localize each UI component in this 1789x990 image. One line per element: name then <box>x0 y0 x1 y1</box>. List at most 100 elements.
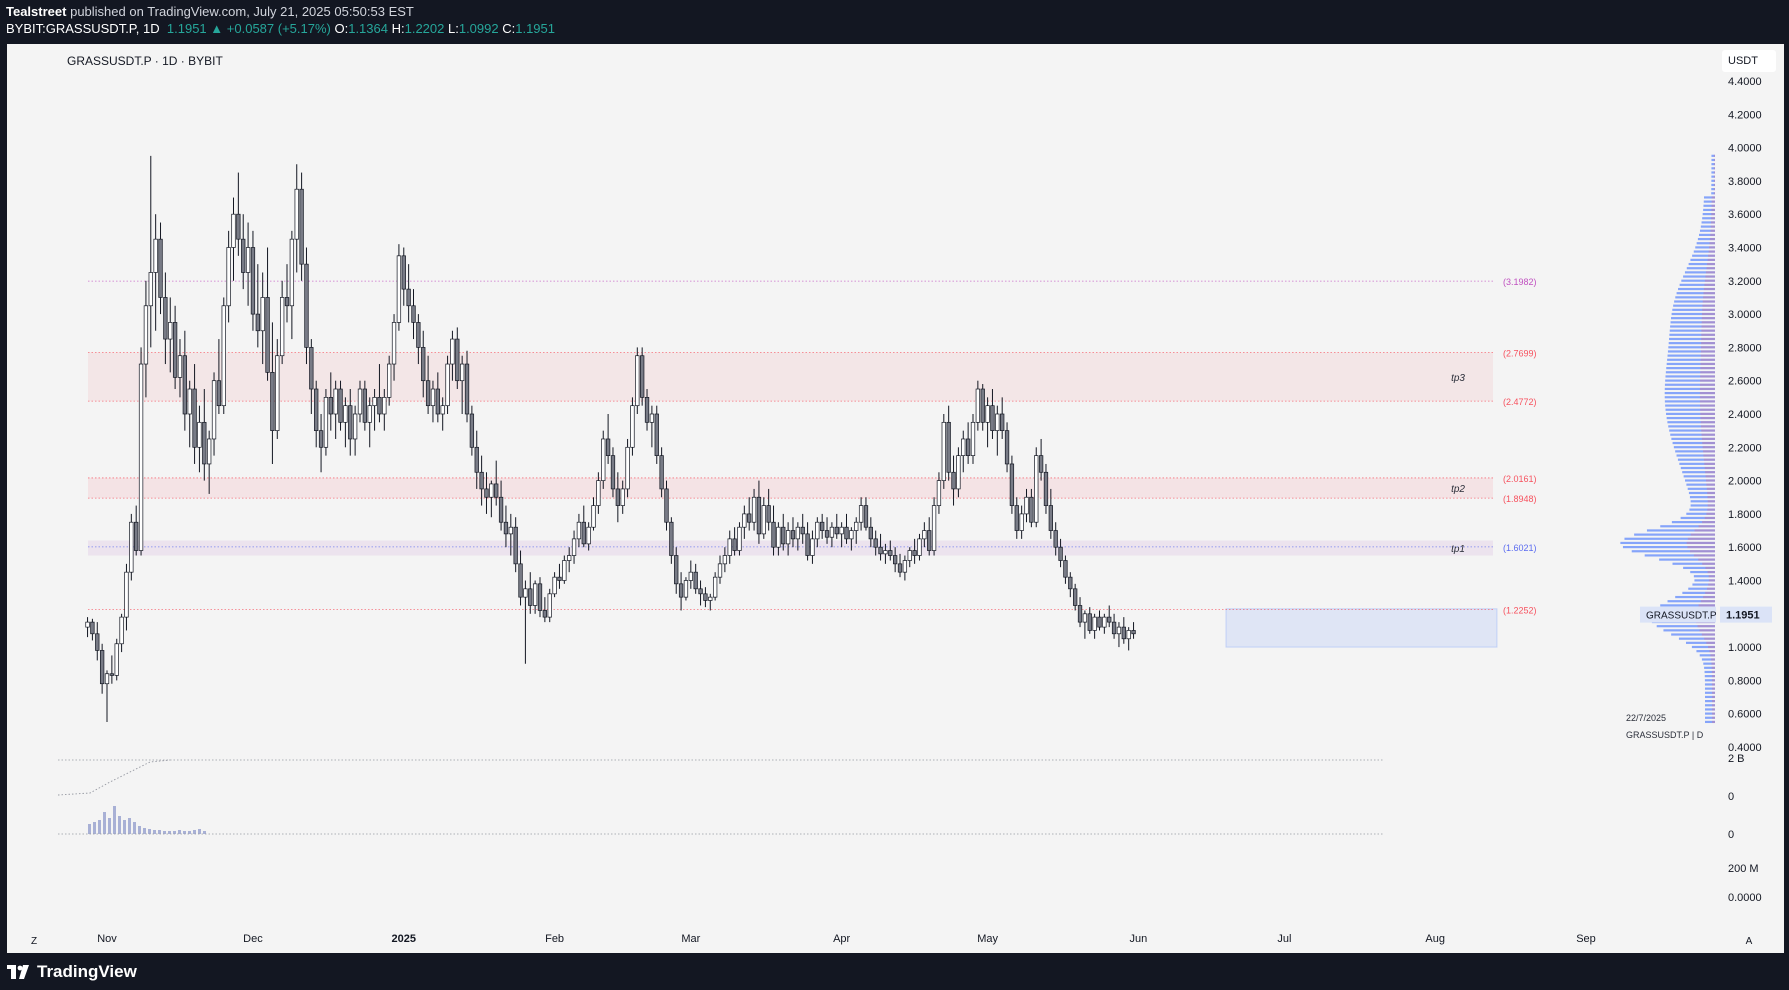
volume-profile-bar <box>1700 600 1715 603</box>
candle-body <box>260 297 265 332</box>
price-change: +0.0587 (+5.17%) <box>226 21 331 36</box>
volume-profile-bar <box>1670 321 1715 324</box>
volume-profile-bar <box>1706 267 1715 270</box>
candle-body <box>1073 588 1078 606</box>
volume-profile-bar <box>1699 229 1715 232</box>
volume-profile-bar <box>1670 433 1715 436</box>
candle-body <box>567 555 572 561</box>
volume-profile-bar <box>1686 541 1715 545</box>
volume-bar <box>178 830 181 834</box>
close-value: 1.1951 <box>515 21 555 36</box>
volume-profile-bar <box>1700 350 1715 353</box>
candle-body <box>693 571 698 590</box>
volume-profile-bar <box>1694 529 1715 532</box>
candle-body <box>352 413 358 440</box>
volume-bar <box>148 829 151 834</box>
candle-body <box>391 322 397 365</box>
volume-profile-bar <box>1701 337 1715 341</box>
candle-body <box>182 355 187 415</box>
volume-profile-bar <box>1700 379 1715 382</box>
candle-body <box>674 555 679 585</box>
y-tick-label: 4.4000 <box>1728 76 1762 88</box>
candle-body <box>1121 626 1126 640</box>
volume-profile-bar <box>1665 375 1715 378</box>
volume-bar <box>93 822 96 834</box>
x-tick-label: Sep <box>1576 933 1596 945</box>
volume-bar <box>133 822 136 834</box>
volume-profile-bar <box>1622 546 1715 549</box>
volume-profile-bar <box>1706 512 1715 515</box>
candle-body <box>1009 463 1015 506</box>
volume-profile-bar <box>1704 637 1715 640</box>
volume-profile-bar <box>1704 283 1715 286</box>
volume-profile-bar <box>1669 329 1715 332</box>
volume-bar <box>123 820 126 834</box>
volume-bar <box>143 828 146 834</box>
candle-body <box>995 413 1000 431</box>
volume-profile-bar <box>1699 391 1715 395</box>
volume-profile-bar <box>1670 325 1715 328</box>
volume-profile-bar <box>1701 658 1715 661</box>
candle-body <box>732 538 737 551</box>
volume-profile-bar <box>1684 271 1715 274</box>
volume-profile-bar <box>1686 483 1715 486</box>
volume-profile-bar <box>1685 479 1715 482</box>
volume-profile-bar <box>1690 570 1715 574</box>
author-name[interactable]: Tealstreet <box>6 4 67 19</box>
volume-profile-bar <box>1711 200 1715 203</box>
candle-body <box>601 438 606 481</box>
candle-body <box>387 363 392 398</box>
volume-profile-bar <box>1707 504 1715 507</box>
volume-profile-bar <box>1668 425 1715 428</box>
candle-body <box>849 530 854 540</box>
low-value: 1.0992 <box>458 21 499 36</box>
candle-body <box>1092 616 1097 631</box>
volume-profile-bar <box>1701 437 1715 440</box>
candle-body <box>970 421 976 456</box>
volume-profile-bar <box>1706 641 1715 644</box>
indicator1-tick: 2 B <box>1728 753 1745 765</box>
volume-profile-bar <box>1702 213 1715 216</box>
volume-profile-bar <box>1708 254 1715 257</box>
volume-profile-bar <box>1686 267 1715 270</box>
volume-profile-bar <box>1681 279 1715 282</box>
volume-profile-bar <box>1680 466 1715 470</box>
candle-body <box>824 530 830 538</box>
volume-profile-bar <box>1711 183 1715 187</box>
volume-profile-bar <box>1631 550 1715 553</box>
volume-profile-bar <box>1703 662 1715 665</box>
volume-profile-bar <box>1664 396 1715 399</box>
tradingview-logo[interactable]: TradingView <box>7 962 137 982</box>
volume-profile-bar <box>1665 371 1715 374</box>
y-tick-label: 3.4000 <box>1728 243 1762 255</box>
y-tick-label: 2.0000 <box>1728 476 1762 488</box>
candle-body <box>382 397 387 415</box>
candle-body <box>508 526 513 535</box>
published-text: published on TradingView.com, July 21, 2… <box>70 4 414 19</box>
candle-body <box>455 338 460 382</box>
volume-profile-bar <box>1676 292 1715 295</box>
currency-selector[interactable]: USDT <box>1722 50 1776 72</box>
level-label: (2.4772) <box>1503 397 1537 407</box>
volume-profile-bar <box>1669 333 1715 336</box>
candle-body <box>747 513 752 523</box>
candle-body <box>197 421 202 448</box>
candle-body <box>95 633 100 651</box>
candle-body <box>635 355 640 407</box>
candle-body <box>902 560 908 573</box>
volume-profile-bar <box>1665 379 1715 382</box>
volume-profile-bar <box>1672 562 1715 565</box>
candle-body <box>421 347 426 382</box>
volume-profile-bar <box>1711 175 1715 178</box>
volume-profile-bar <box>1713 163 1715 166</box>
y-tick-label: 1.4000 <box>1728 576 1762 588</box>
volume-profile-bar <box>1698 525 1715 528</box>
x-tick-label: Dec <box>243 933 263 945</box>
entry-zone <box>1225 608 1498 648</box>
volume-profile-bar <box>1708 575 1715 578</box>
candle-body <box>829 526 835 538</box>
volume-profile-bar <box>1675 296 1715 299</box>
candle-body <box>537 583 543 611</box>
volume-bar <box>128 818 131 834</box>
